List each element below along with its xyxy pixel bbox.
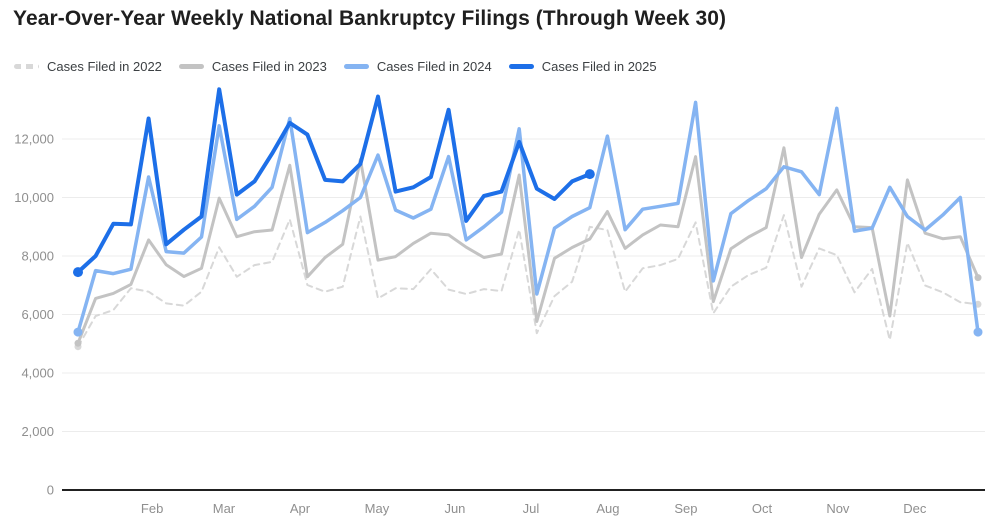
y-tick-label: 4,000: [21, 366, 54, 381]
series-2023-line: [74, 146, 982, 347]
y-tick-label: 0: [47, 483, 54, 498]
month-label: Mar: [213, 501, 236, 516]
month-label: May: [365, 501, 390, 516]
month-label: Feb: [141, 501, 163, 516]
month-label: Apr: [290, 501, 311, 516]
chart-legend: Cases Filed in 2022 Cases Filed in 2023 …: [14, 57, 657, 75]
series-endpoint-dot: [73, 267, 83, 278]
series-endpoint-dot: [584, 169, 595, 180]
legend-label-2022: Cases Filed in 2022: [47, 58, 162, 74]
series-endpoint-dot: [73, 327, 83, 337]
x-axis-labels: Feb Mar Apr May Jun Jul Aug Sep Oct Nov Dec: [141, 501, 927, 516]
series-endpoint-dot: [973, 327, 983, 337]
legend-swatch-2023-icon: [178, 63, 204, 69]
y-axis-labels: 0 2,000 4,000 6,000 8,000 10,000 12,000: [14, 132, 54, 498]
legend-swatch-2022-icon: [14, 63, 39, 69]
month-label: Jul: [523, 501, 540, 516]
month-label: Nov: [826, 501, 850, 516]
month-label: Jun: [444, 501, 465, 516]
legend-swatch-2024-icon: [343, 63, 369, 69]
month-label: Aug: [596, 501, 619, 516]
y-tick-label: 10,000: [14, 190, 54, 205]
y-tick-label: 12,000: [14, 132, 54, 147]
series-endpoint-dot: [74, 339, 82, 347]
gridlines: [62, 138, 985, 491]
month-label: Sep: [674, 501, 697, 516]
legend-label-2025: Cases Filed in 2025: [541, 58, 657, 74]
legend-label-2023: Cases Filed in 2023: [211, 58, 327, 74]
y-tick-label: 8,000: [21, 249, 54, 264]
series-2025-line: [73, 87, 595, 278]
series-2024-line: [73, 100, 983, 337]
legend-label-2024: Cases Filed in 2024: [376, 58, 492, 74]
legend-item-2023: Cases Filed in 2023: [178, 58, 327, 74]
series-endpoint-dot: [974, 274, 982, 282]
legend-item-2022: Cases Filed in 2022: [14, 59, 162, 74]
legend-item-2024: Cases Filed in 2024: [343, 58, 492, 74]
legend-swatch-2025-icon: [508, 63, 534, 69]
month-label: Dec: [903, 501, 927, 516]
legend-item-2025: Cases Filed in 2025: [508, 58, 657, 74]
y-tick-label: 2,000: [21, 424, 54, 439]
month-label: Oct: [752, 501, 773, 516]
y-tick-label: 6,000: [21, 307, 54, 322]
page-title: Year-Over-Year Weekly National Bankruptc…: [13, 7, 727, 30]
